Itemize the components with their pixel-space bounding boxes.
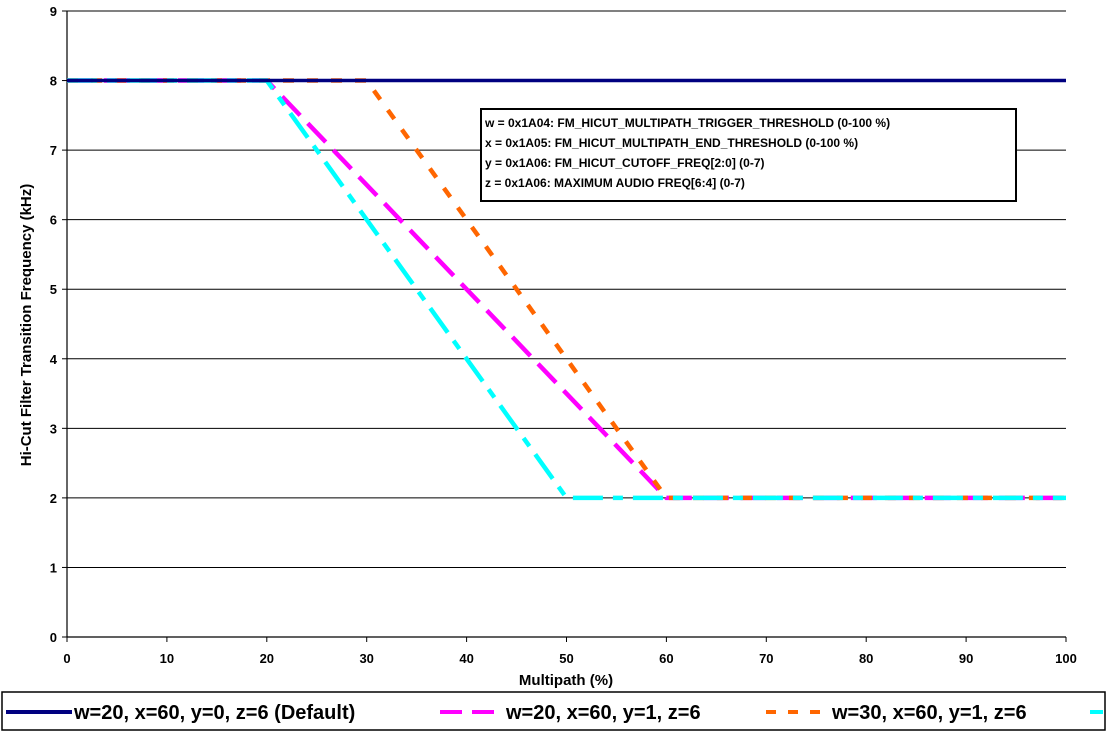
legend: w=20, x=60, y=0, z=6 (Default) w=20, x=6… xyxy=(1,691,1106,731)
annotation-line: y = 0x1A06: FM_HICUT_CUTOFF_FREQ[2:0] (0… xyxy=(485,156,765,170)
y-tick-label: 0 xyxy=(50,630,57,645)
legend-label: w=30, x=60, y=1, z=6 xyxy=(831,702,1027,724)
y-tick-label: 9 xyxy=(50,4,57,19)
axes xyxy=(62,10,1067,642)
x-tick-label: 40 xyxy=(459,651,473,666)
plot-series xyxy=(67,78,1066,501)
y-tick-label: 7 xyxy=(50,143,57,158)
y-tick-label: 4 xyxy=(50,352,58,367)
y-axis-title: Hi-Cut Filter Transition Frequency (kHz) xyxy=(18,184,35,467)
x-tick-label: 30 xyxy=(359,651,373,666)
y-tick-label: 6 xyxy=(50,213,57,228)
x-tick-label: 60 xyxy=(659,651,673,666)
annotation-box: w = 0x1A04: FM_HICUT_MULTIPATH_TRIGGER_T… xyxy=(480,108,1017,202)
x-tick-label: 90 xyxy=(959,651,973,666)
legend-label: w=20, x=60, y=0, z=6 (Default) xyxy=(73,702,355,724)
x-tick-label: 0 xyxy=(63,651,70,666)
y-tick-label: 5 xyxy=(50,282,57,297)
y-tick-label: 2 xyxy=(50,491,57,506)
annotation-line: w = 0x1A04: FM_HICUT_MULTIPATH_TRIGGER_T… xyxy=(484,116,890,130)
annotation-line: x = 0x1A05: FM_HICUT_MULTIPATH_END_THRES… xyxy=(485,136,858,150)
gridlines xyxy=(67,10,1066,568)
x-tick-label: 50 xyxy=(559,651,573,666)
x-tick-label: 100 xyxy=(1055,651,1077,666)
annotation-line: z = 0x1A06: MAXIMUM AUDIO FREQ[6:4] (0-7… xyxy=(485,176,745,190)
y-tick-label: 3 xyxy=(50,421,57,436)
x-axis-title: Multipath (%) xyxy=(519,672,613,689)
x-tick-label: 10 xyxy=(160,651,174,666)
y-tick-label: 1 xyxy=(50,560,57,575)
series-line-4 xyxy=(67,78,1066,501)
x-tick-label: 20 xyxy=(260,651,274,666)
x-tick-label: 80 xyxy=(859,651,873,666)
y-tick-label: 8 xyxy=(50,74,57,89)
legend-label: w=20, x=60, y=1, z=6 xyxy=(505,702,701,724)
x-tick-label: 70 xyxy=(759,651,773,666)
